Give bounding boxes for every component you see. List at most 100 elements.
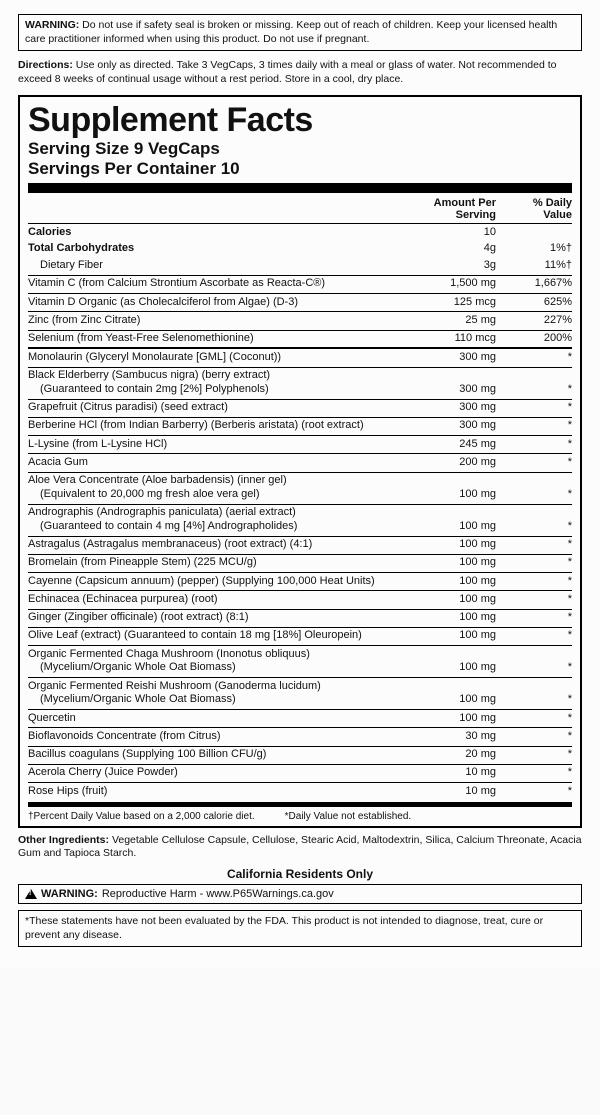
nutrient-dv: 1,667%: [504, 275, 572, 292]
footnote-star: *Daily Value not established.: [285, 811, 412, 822]
nutrient-dv: *: [504, 609, 572, 626]
nutrient-name: Bacillus coagulans (Supplying 100 Billio…: [28, 746, 424, 763]
nutrient-dv: *: [504, 764, 572, 781]
nutrient-name: Ginger (Zingiber officinale) (root extra…: [28, 609, 424, 626]
nutrient-name: Organic Fermented Chaga Mushroom (Inonot…: [28, 646, 424, 677]
nutrient-row: Black Elderberry (Sambucus nigra) (berry…: [28, 367, 572, 398]
supplement-facts-panel: Supplement Facts Serving Size 9 VegCaps …: [18, 95, 582, 828]
nutrient-amount: 100 mg: [424, 472, 504, 503]
nutrient-dv: 1%†: [504, 241, 572, 258]
nutrient-dv: *: [504, 646, 572, 677]
nutrient-row: Bacillus coagulans (Supplying 100 Billio…: [28, 746, 572, 763]
california-heading: California Residents Only: [18, 867, 582, 881]
nutrient-dv: *: [504, 348, 572, 366]
nutrient-dv: *: [504, 399, 572, 416]
other-ingredients: Other Ingredients: Vegetable Cellulose C…: [18, 834, 582, 861]
nutrient-row: Organic Fermented Chaga Mushroom (Inonot…: [28, 646, 572, 677]
nutrient-row: Astragalus (Astragalus membranaceus) (ro…: [28, 536, 572, 553]
nutrient-row: Monolaurin (Glyceryl Monolaurate [GML] (…: [28, 348, 572, 366]
nutrient-row: Selenium (from Yeast-Free Selenomethioni…: [28, 330, 572, 347]
nutrient-dv: 227%: [504, 312, 572, 329]
nutrient-row: Calories10: [28, 224, 572, 241]
nutrient-amount: 30 mg: [424, 728, 504, 745]
nutrient-row: Quercetin100 mg*: [28, 710, 572, 727]
nutrient-dv: *: [504, 573, 572, 590]
nutrient-amount: 300 mg: [424, 367, 504, 398]
nutrient-row: Zinc (from Zinc Citrate)25 mg227%: [28, 312, 572, 329]
nutrient-dv: 625%: [504, 294, 572, 311]
nutrient-amount: 100 mg: [424, 536, 504, 553]
thick-rule: [28, 183, 572, 193]
nutrient-amount: 100 mg: [424, 627, 504, 644]
nutrient-row: L-Lysine (from L-Lysine HCl)245 mg*: [28, 436, 572, 453]
nutrient-row: Berberine HCl (from Indian Barberry) (Be…: [28, 417, 572, 434]
directions-text: Use only as directed. Take 3 VegCaps, 3 …: [18, 59, 556, 85]
nutrient-amount: 100 mg: [424, 504, 504, 535]
nutrient-amount: 100 mg: [424, 554, 504, 571]
nutrient-dv: *: [504, 436, 572, 453]
nutrient-name: Total Carbohydrates: [28, 241, 424, 258]
nutrient-dv: [504, 224, 572, 241]
column-headers: Amount Per Serving % Daily Value: [28, 195, 572, 222]
nutrient-dv: *: [504, 728, 572, 745]
top-warning-box: WARNING: Do not use if safety seal is br…: [18, 14, 582, 51]
nutrient-name: Rose Hips (fruit): [28, 783, 424, 800]
nutrient-name: Quercetin: [28, 710, 424, 727]
nutrient-name: Calories: [28, 224, 424, 241]
nutrient-name: Cayenne (Capsicum annuum) (pepper) (Supp…: [28, 573, 424, 590]
nutrient-amount: 200 mg: [424, 454, 504, 471]
nutrient-amount: 125 mcg: [424, 294, 504, 311]
nutrient-row: Bromelain (from Pineapple Stem) (225 MCU…: [28, 554, 572, 571]
nutrient-dv: *: [504, 746, 572, 763]
nutrient-name: Black Elderberry (Sambucus nigra) (berry…: [28, 367, 424, 398]
nutrient-name: Bioflavonoids Concentrate (from Citrus): [28, 728, 424, 745]
nutrient-name: Organic Fermented Reishi Mushroom (Ganod…: [28, 678, 424, 709]
nutrient-amount: 4g: [424, 241, 504, 258]
nutrient-name: Dietary Fiber: [28, 258, 424, 275]
nutrient-dv: *: [504, 554, 572, 571]
nutrient-dv: *: [504, 783, 572, 800]
nutrient-name: Grapefruit (Citrus paradisi) (seed extra…: [28, 399, 424, 416]
nutrient-row: Dietary Fiber3g11%†: [28, 258, 572, 275]
nutrient-name: Acerola Cherry (Juice Powder): [28, 764, 424, 781]
nutrient-amount: 25 mg: [424, 312, 504, 329]
med-rule: [28, 802, 572, 807]
nutrient-row: Bioflavonoids Concentrate (from Citrus)3…: [28, 728, 572, 745]
servings-per-container: Servings Per Container 10: [28, 159, 572, 179]
other-label: Other Ingredients:: [18, 834, 109, 846]
col-amount: Amount Per Serving: [424, 195, 504, 222]
facts-title: Supplement Facts: [28, 103, 572, 137]
nutrient-dv: *: [504, 710, 572, 727]
nutrient-dv: *: [504, 536, 572, 553]
nutrient-name: L-Lysine (from L-Lysine HCl): [28, 436, 424, 453]
nutrient-row: Vitamin D Organic (as Cholecalciferol fr…: [28, 294, 572, 311]
nutrient-name: Aloe Vera Concentrate (Aloe barbadensis)…: [28, 472, 424, 503]
nutrient-dv: *: [504, 627, 572, 644]
nutrient-row: Grapefruit (Citrus paradisi) (seed extra…: [28, 399, 572, 416]
col-dv: % Daily Value: [504, 195, 572, 222]
nutrient-row: Acacia Gum200 mg*: [28, 454, 572, 471]
nutrient-name: Echinacea (Echinacea purpurea) (root): [28, 591, 424, 608]
fda-disclaimer-box: *These statements have not been evaluate…: [18, 910, 582, 947]
nutrient-name: Zinc (from Zinc Citrate): [28, 312, 424, 329]
nutrient-amount: 3g: [424, 258, 504, 275]
nutrient-name: Selenium (from Yeast-Free Selenomethioni…: [28, 330, 424, 347]
nutrient-row: Aloe Vera Concentrate (Aloe barbadensis)…: [28, 472, 572, 503]
nutrient-amount: 100 mg: [424, 678, 504, 709]
nutrient-row: Total Carbohydrates4g1%†: [28, 241, 572, 258]
nutrient-dv: *: [504, 454, 572, 471]
nutrient-amount: 300 mg: [424, 417, 504, 434]
nutrient-name: Acacia Gum: [28, 454, 424, 471]
nutrient-name: Andrographis (Andrographis paniculata) (…: [28, 504, 424, 535]
nutrient-amount: 110 mcg: [424, 330, 504, 347]
nutrient-row: Olive Leaf (extract) (Guaranteed to cont…: [28, 627, 572, 644]
nutrient-dv: *: [504, 678, 572, 709]
nutrient-name: Bromelain (from Pineapple Stem) (225 MCU…: [28, 554, 424, 571]
nutrient-dv: 11%†: [504, 258, 572, 275]
warning-triangle-icon: [25, 889, 37, 899]
nutrient-amount: 20 mg: [424, 746, 504, 763]
p65-label: WARNING:: [41, 888, 98, 900]
nutrient-name: Vitamin D Organic (as Cholecalciferol fr…: [28, 294, 424, 311]
nutrient-amount: 100 mg: [424, 573, 504, 590]
footnote-pdv: †Percent Daily Value based on a 2,000 ca…: [28, 811, 255, 822]
